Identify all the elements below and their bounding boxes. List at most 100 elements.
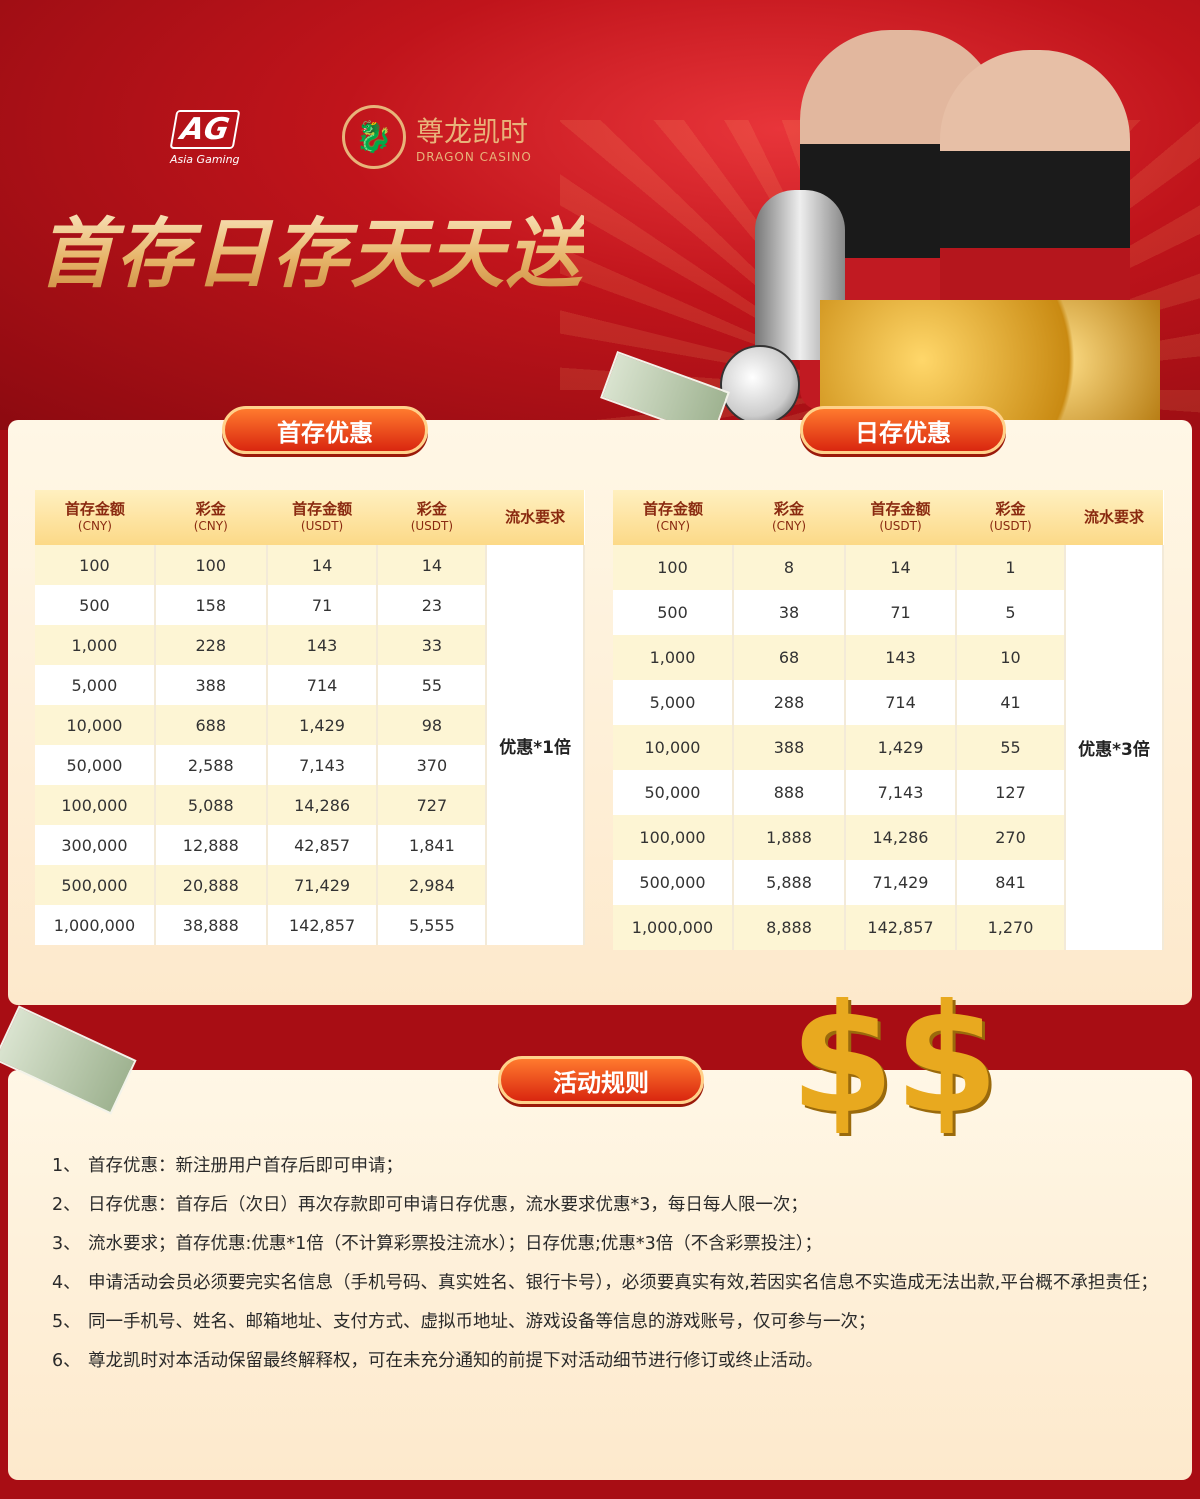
- column-header-unit: (CNY): [193, 519, 228, 534]
- column-header-label: 彩金: [773, 499, 804, 518]
- table-cell: 10,000: [35, 705, 156, 745]
- table-cell: 50,000: [35, 745, 156, 785]
- table-cell: 142,857: [845, 905, 957, 950]
- rule-text: 申请活动会员必须要完实名信息（手机号码、真实姓名、银行卡号），必须要真实有效,若…: [88, 1273, 1158, 1293]
- rule-item: 2、 日存优惠：首存后（次日）再次存款即可申请日存优惠，流水要求优惠*3，每日每人…: [52, 1186, 1162, 1225]
- rule-item: 6、 尊龙凯时对本活动保留最终解释权，可在未充分通知的前提下对活动细节进行修订或终…: [52, 1342, 1162, 1381]
- rule-number: 3、: [52, 1234, 81, 1254]
- column-header-label: 首存金额: [870, 499, 931, 518]
- column-header-label: 首存金额: [642, 499, 703, 518]
- column-header: 首存金额 (CNY): [35, 490, 155, 545]
- rules-badge: 活动规则: [498, 1056, 704, 1104]
- table-cell: 100,000: [35, 785, 156, 825]
- casino-name-cn: 尊龙凯时: [416, 115, 529, 148]
- table-row: 10,000 688 1,429 98: [35, 705, 584, 745]
- table-cell: 1,888: [733, 815, 846, 860]
- table-cell: 100,000: [613, 815, 734, 860]
- table-cell: 55: [956, 725, 1066, 770]
- table-cell: 14: [377, 545, 488, 585]
- table-cell: 500: [613, 590, 734, 635]
- table-cell: 500,000: [35, 865, 156, 905]
- table-cell: 5,000: [35, 665, 156, 705]
- column-header-label: 彩金: [416, 499, 447, 518]
- table-cell: 714: [845, 680, 957, 725]
- table-cell: 71: [845, 590, 957, 635]
- column-header-unit: (USDT): [300, 519, 344, 534]
- table-row: 50,000 888 7,143 127: [613, 770, 1163, 815]
- table-cell: 2,588: [154, 745, 268, 785]
- table-cell: 71: [266, 585, 379, 625]
- dragon-casino-logo: 🐉 尊龙凯时 DRAGON CASINO: [342, 105, 532, 169]
- dragon-icon: 🐉: [342, 105, 406, 169]
- casino-name-en: DRAGON CASINO: [416, 150, 532, 164]
- table-cell: 10,000: [613, 725, 734, 770]
- table-cell: 727: [377, 785, 488, 825]
- rule-number: 2、: [52, 1195, 81, 1215]
- table-cell: 50,000: [613, 770, 734, 815]
- table-cell: 98: [377, 705, 488, 745]
- column-header: 彩金 (CNY): [154, 490, 267, 545]
- table-row: 1,000 228 143 33: [35, 625, 584, 665]
- daily-deposit-badge: 日存优惠: [800, 406, 1006, 454]
- table-cell: 12,888: [154, 825, 268, 865]
- column-header-label: 首存金额: [292, 499, 353, 518]
- table-row: 500,000 20,888 71,429 2,984: [35, 865, 584, 905]
- table-cell: 5,888: [733, 860, 846, 905]
- rule-item: 3、 流水要求；首存优惠:优惠*1倍（不计算彩票投注流水）；日存优惠;优惠*3倍（…: [52, 1225, 1162, 1264]
- table-cell: 300,000: [35, 825, 156, 865]
- table-row: 10,000 388 1,429 55: [613, 725, 1163, 770]
- rule-number: 1、: [52, 1156, 81, 1176]
- table-cell: 38,888: [154, 905, 268, 945]
- rule-text: 流水要求；首存优惠:优惠*1倍（不计算彩票投注流水）；日存优惠;优惠*3倍（不含…: [88, 1234, 823, 1254]
- table-cell: 1,429: [845, 725, 957, 770]
- gold-coins-image: [820, 300, 1160, 420]
- table-cell: 888: [733, 770, 846, 815]
- rule-number: 6、: [52, 1351, 81, 1371]
- rule-text: 首存优惠：新注册用户首存后即可申请；: [88, 1156, 403, 1176]
- table-cell: 143: [266, 625, 379, 665]
- ag-logo-mark: AG: [169, 110, 241, 149]
- table-cell: 142,857: [266, 905, 379, 945]
- table-row: 500 38 71 5: [613, 590, 1163, 635]
- table-row: 100 8 14 1 优惠*3倍: [613, 545, 1164, 950]
- table-cell: 14,286: [845, 815, 957, 860]
- table-cell: 7,143: [845, 770, 957, 815]
- table-cell: 55: [377, 665, 488, 705]
- daily-deposit-table: 首存金额 (CNY) 彩金 (CNY) 首存金额 (USDT) 彩金 (USDT) 流水要求 10…: [613, 490, 1164, 950]
- rules-list: 1、 首存优惠：新注册用户首存后即可申请； 2、 日存优惠：首存后（次日）再次存款即可…: [52, 1147, 1162, 1381]
- table-cell: 68: [733, 635, 846, 680]
- table-cell: 1,000: [613, 635, 734, 680]
- table-cell: 5,555: [377, 905, 488, 945]
- table-row: 300,000 12,888 42,857 1,841: [35, 825, 584, 865]
- table-cell: 14: [845, 545, 957, 590]
- page-title: 首存日存天天送: [38, 192, 584, 302]
- soccer-ball-icon: [720, 345, 800, 425]
- first-deposit-table: 首存金额 (CNY) 彩金 (CNY) 首存金额 (USDT) 彩金 (USDT) 流水要求 10…: [35, 490, 585, 945]
- table-cell: 14: [266, 545, 379, 585]
- table-cell: 1,000: [35, 625, 156, 665]
- table-row: 500 158 71 23: [35, 585, 584, 625]
- column-header: 流水要求: [1065, 490, 1163, 545]
- table-cell: 38: [733, 590, 846, 635]
- table-cell: 14,286: [266, 785, 379, 825]
- table-cell: 370: [377, 745, 488, 785]
- table-row: 1,000 68 143 10: [613, 635, 1163, 680]
- table-cell: 10: [956, 635, 1066, 680]
- column-header-unit: (USDT): [879, 519, 922, 534]
- ag-logo: AG Asia Gaming: [169, 110, 241, 166]
- table-cell: 5,000: [613, 680, 734, 725]
- column-header: 首存金额 (CNY): [613, 490, 733, 545]
- rule-text: 同一手机号、姓名、邮箱地址、支付方式、虚拟币地址、游戏设备等信息的游戏账号，仅可…: [88, 1312, 876, 1332]
- table-header-row: 首存金额 (CNY) 彩金 (CNY) 首存金额 (USDT) 彩金 (USDT) 流水要求: [613, 490, 1163, 545]
- table-cell: 1,000,000: [35, 905, 156, 945]
- table-cell: 33: [377, 625, 488, 665]
- column-header-label: 流水要求: [505, 507, 566, 526]
- table-cell: 20,888: [154, 865, 268, 905]
- table-cell: 500: [35, 585, 156, 625]
- gold-dollar-illustration: $$: [790, 973, 999, 1147]
- turnover-requirement: 优惠*3倍: [1065, 545, 1164, 950]
- table-cell: 388: [733, 725, 846, 770]
- table-cell: 41: [956, 680, 1066, 725]
- players-illustration: [650, 10, 1190, 425]
- rules-panel: [8, 1070, 1192, 1480]
